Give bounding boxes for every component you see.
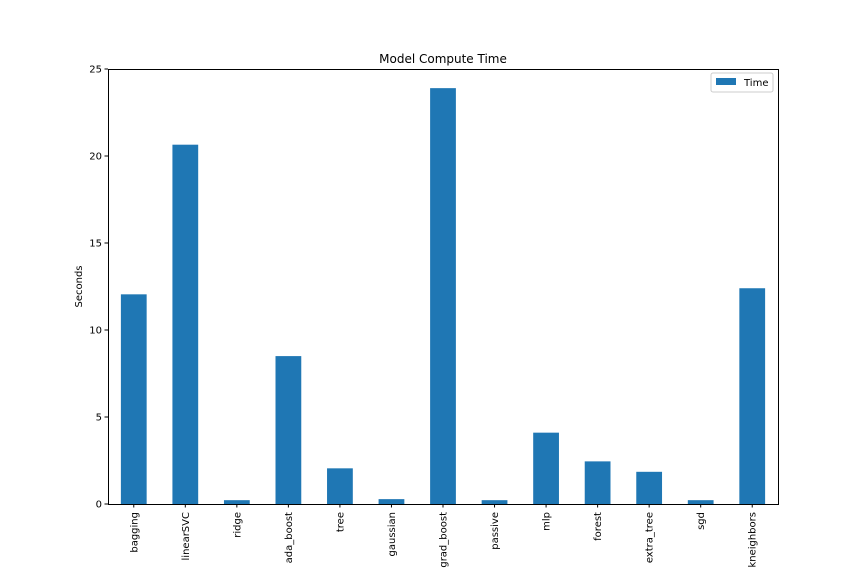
y-tick-label: 20 bbox=[89, 152, 102, 163]
x-tick-label: ridge bbox=[232, 512, 243, 538]
legend: Time bbox=[710, 72, 774, 93]
x-tick-label: kneighbors bbox=[748, 512, 759, 568]
plot-frame bbox=[108, 69, 779, 505]
x-tick-label: mlp bbox=[542, 512, 553, 531]
y-tick-label: 10 bbox=[89, 326, 102, 337]
bars-group bbox=[120, 88, 766, 504]
bar-linearsvc bbox=[172, 144, 199, 504]
x-tick-label: linearSVC bbox=[181, 512, 192, 560]
y-tick-label: 25 bbox=[89, 65, 102, 76]
bar-bagging bbox=[120, 294, 147, 504]
y-tick-label: 5 bbox=[96, 413, 102, 424]
bar-ridge bbox=[223, 500, 250, 504]
x-tick-label: gaussian bbox=[387, 512, 398, 556]
legend-box bbox=[710, 72, 774, 93]
y-tick-label: 0 bbox=[96, 500, 102, 511]
bar-tree bbox=[327, 468, 353, 504]
chart-title: Model Compute Time bbox=[379, 52, 507, 66]
bar-sgd bbox=[687, 500, 714, 504]
bar-forest bbox=[584, 461, 611, 504]
bar-passive bbox=[481, 500, 508, 504]
y-axis-label: Seconds bbox=[74, 265, 85, 307]
x-tick-label: passive bbox=[490, 512, 501, 550]
y-axis-ticks: 0 5 10 15 20 25 bbox=[89, 65, 108, 511]
x-tick-label: grad_boost bbox=[439, 512, 450, 568]
bar-kneighbors bbox=[739, 288, 766, 504]
x-tick-label: sgd bbox=[696, 512, 707, 530]
legend-swatch bbox=[716, 78, 736, 85]
x-tick-label: tree bbox=[335, 512, 346, 532]
x-axis-ticks: bagging linearSVC ridge ada_boost tree gaussi… bbox=[129, 504, 759, 568]
legend-label: Time bbox=[743, 78, 768, 89]
bar-grad-boost bbox=[430, 88, 456, 504]
bar-gaussian bbox=[378, 499, 405, 504]
x-tick-label: forest bbox=[593, 512, 604, 541]
bar-mlp bbox=[533, 432, 559, 504]
bar-ada-boost bbox=[275, 356, 302, 504]
x-tick-label: extra_tree bbox=[645, 512, 656, 563]
x-tick-label: bagging bbox=[129, 512, 140, 553]
x-tick-label: ada_boost bbox=[284, 512, 295, 563]
y-tick-label: 15 bbox=[89, 239, 102, 250]
bar-extra-tree bbox=[636, 471, 663, 504]
